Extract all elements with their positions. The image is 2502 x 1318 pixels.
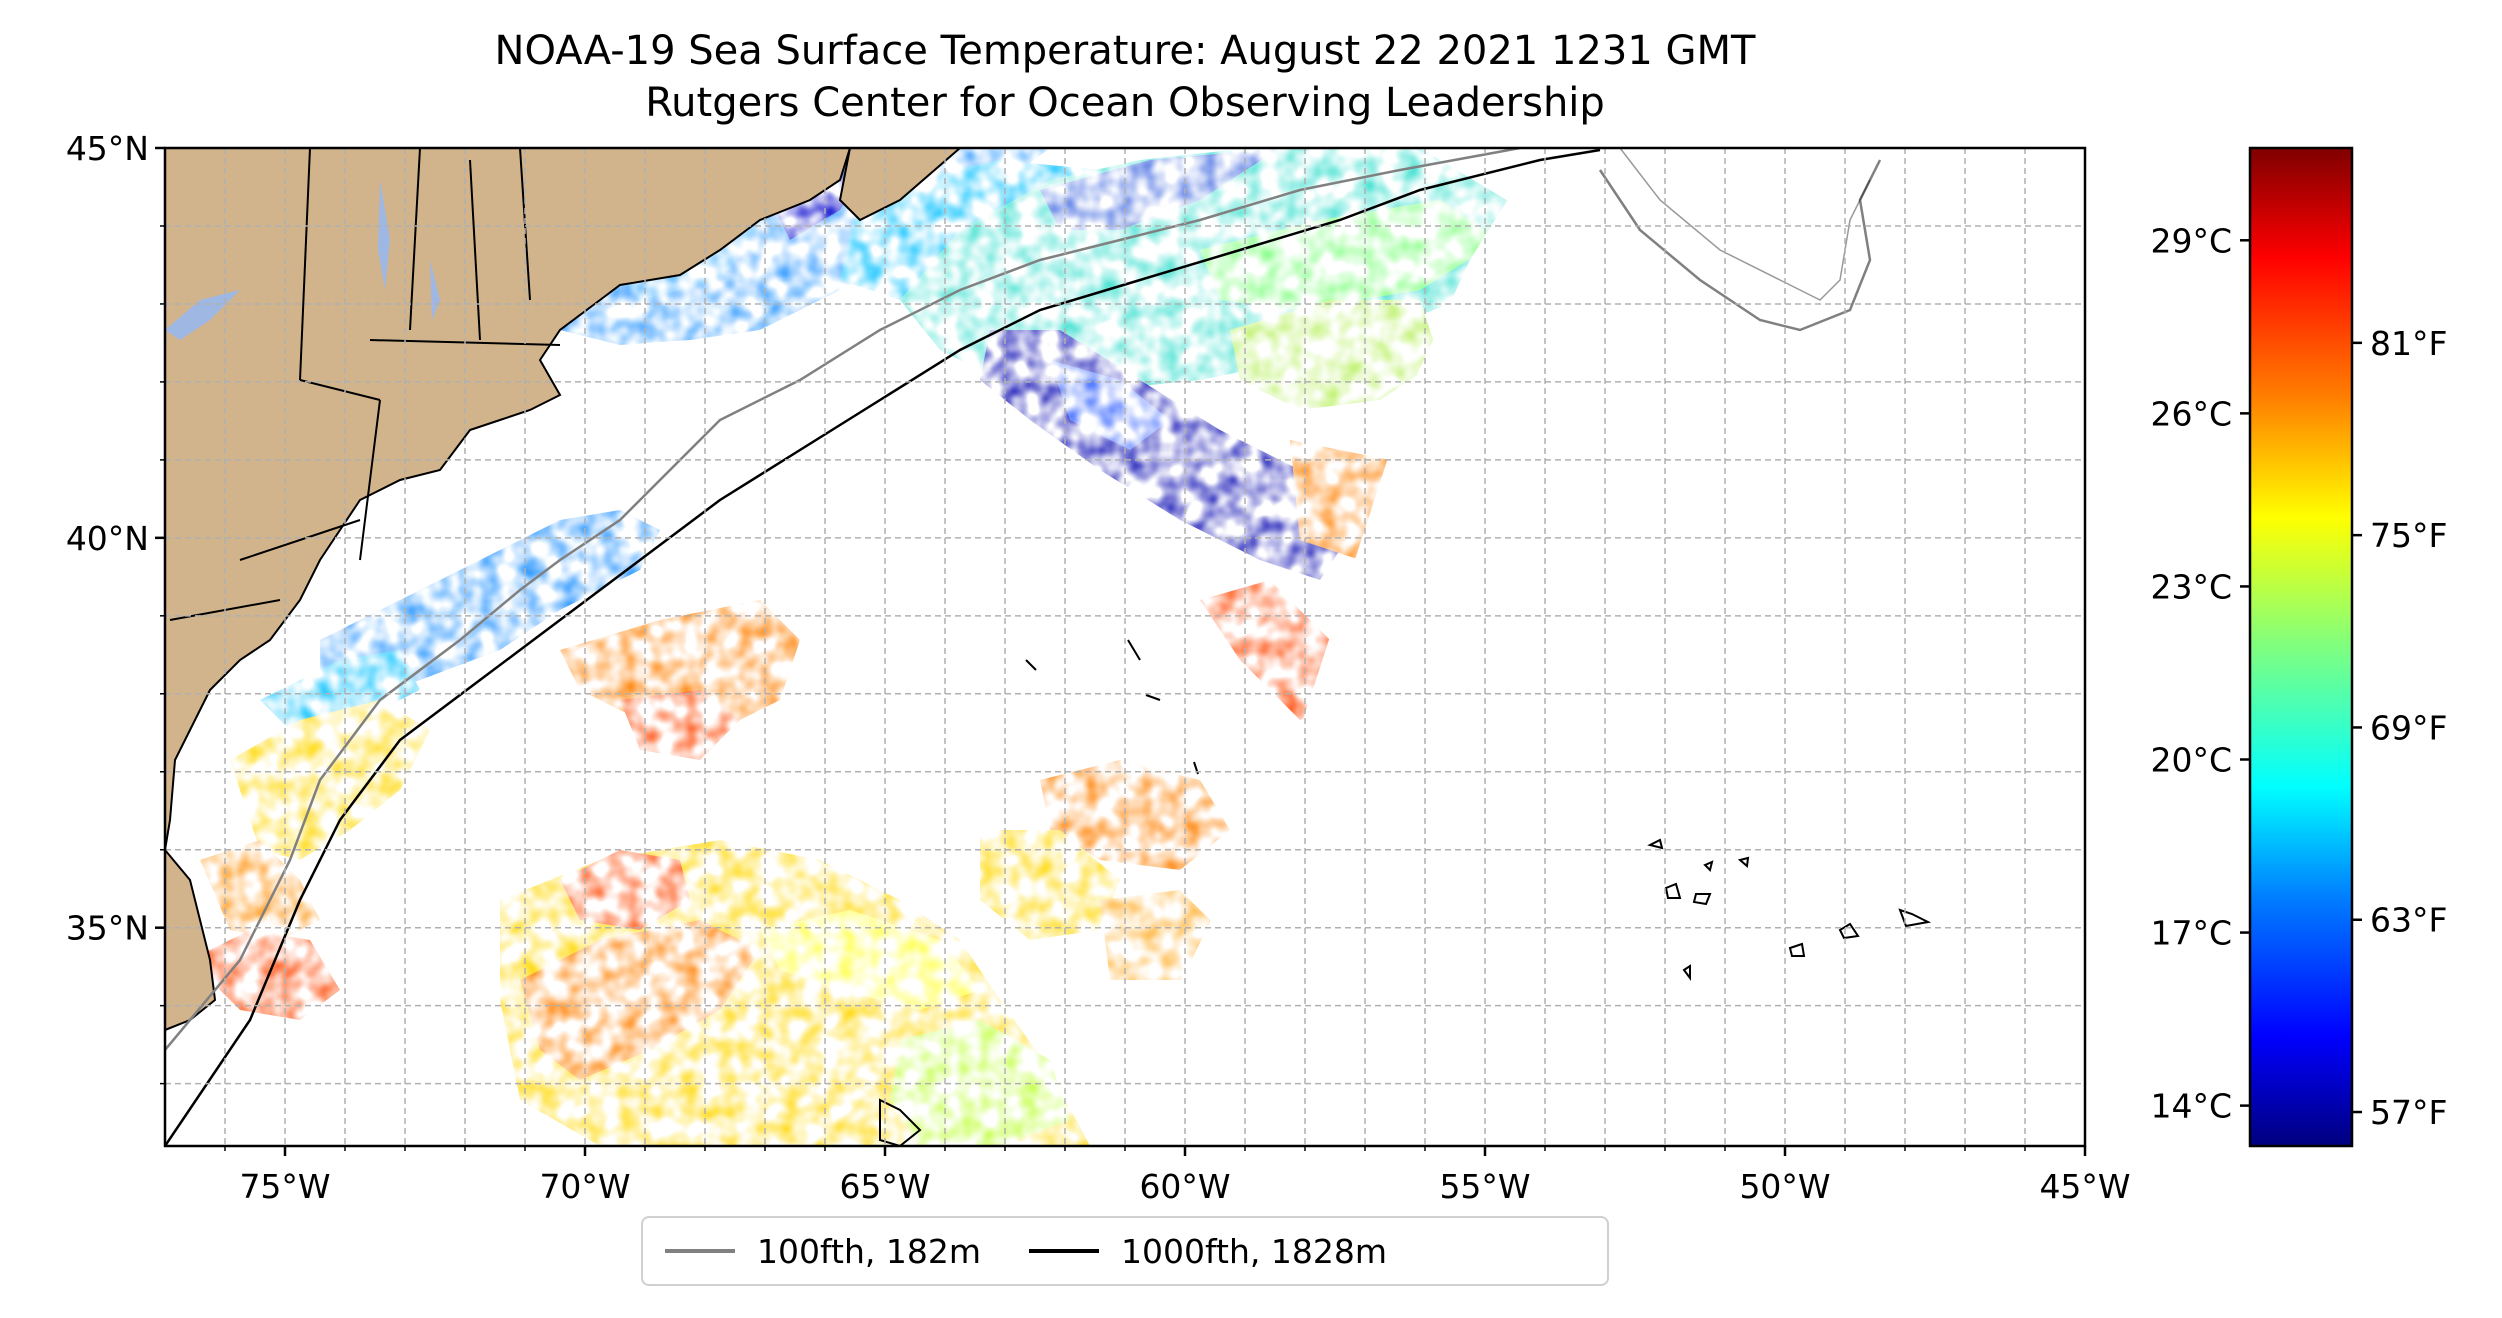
legend-label-100fth: 100fth, 182m — [757, 1231, 981, 1271]
lat-axis: 45°N 40°N 35°N — [66, 129, 165, 1085]
bathymetry-contours — [165, 148, 1932, 1146]
map-title: NOAA-19 Sea Surface Temperature: August … — [494, 28, 1756, 74]
colorbar-fahrenheit-label: 75°F — [2370, 516, 2447, 555]
colorbar-celsius-label: 14°C — [2150, 1087, 2232, 1126]
lon-tick-label: 45°W — [2039, 1167, 2130, 1206]
legend-label-1000fth: 1000fth, 1828m — [1121, 1231, 1387, 1271]
map-gridlines — [165, 148, 2085, 1146]
legend-swatch-100fth — [665, 1249, 735, 1253]
legend-item-1000fth: 1000fth, 1828m — [1029, 1232, 1387, 1271]
lon-tick-label: 60°W — [1139, 1167, 1230, 1206]
lat-tick-label: 40°N — [66, 519, 149, 558]
map-subtitle: Rutgers Center for Ocean Observing Leade… — [645, 80, 1605, 126]
lat-tick-label: 35°N — [66, 909, 149, 948]
lat-tick-label: 45°N — [66, 129, 149, 168]
colorbar-celsius-label: 17°C — [2150, 914, 2232, 953]
colorbar-celsius-label: 26°C — [2150, 394, 2232, 433]
colorbar-celsius-label: 23°C — [2150, 567, 2232, 606]
colorbar-fahrenheit-label: 57°F — [2370, 1093, 2447, 1132]
lon-axis: 75°W 70°W 65°W 60°W 55°W 50°W 45°W — [224, 1146, 2131, 1206]
lon-tick-label: 55°W — [1439, 1167, 1530, 1206]
legend: 100fth, 182m 1000fth, 1828m — [641, 1216, 1609, 1286]
colorbar — [2248, 146, 2354, 1148]
colorbar-celsius-ticks: 29°C 26°C 23°C 20°C 17°C 14°C — [2150, 221, 2250, 1126]
no-data-region — [1100, 148, 2085, 1146]
lon-tick-label: 65°W — [839, 1167, 930, 1206]
lon-tick-label: 70°W — [539, 1167, 630, 1206]
lon-tick-label: 50°W — [1739, 1167, 1830, 1206]
colorbar-fahrenheit-label: 69°F — [2370, 708, 2447, 747]
legend-item-100fth: 100fth, 182m — [665, 1232, 981, 1271]
sst-field — [190, 148, 1540, 1146]
colorbar-fahrenheit-label: 63°F — [2370, 901, 2447, 940]
colorbar-fahrenheit-ticks: 81°F 75°F 69°F 63°F 57°F — [2352, 324, 2447, 1132]
colorbar-celsius-label: 29°C — [2150, 221, 2232, 260]
land-mass — [165, 148, 962, 1032]
colorbar-celsius-label: 20°C — [2150, 740, 2232, 779]
colorbar-fahrenheit-label: 81°F — [2370, 324, 2447, 363]
lon-tick-label: 75°W — [239, 1167, 330, 1206]
legend-swatch-1000fth — [1029, 1249, 1099, 1253]
